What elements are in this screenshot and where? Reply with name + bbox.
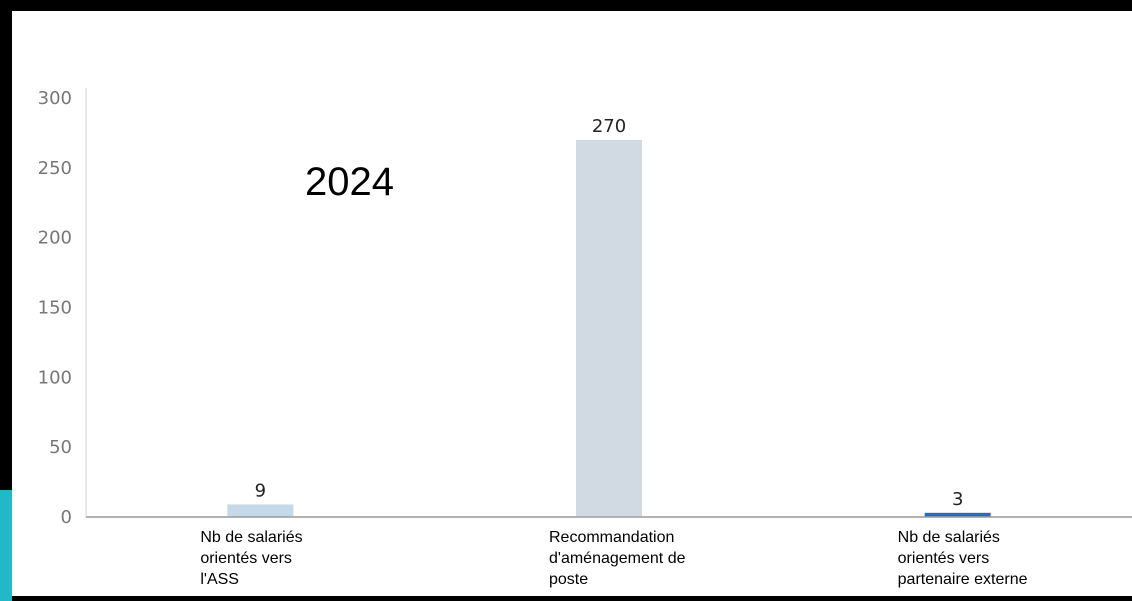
x-tick-label-line: orientés vers <box>200 550 292 567</box>
year-annotation: 2024 <box>305 160 394 204</box>
x-tick-label-line: Nb de salariés <box>898 529 1000 546</box>
y-axis: 0 50 100 150 200 250 300 <box>38 88 87 528</box>
chart-area: 0 50 100 150 200 250 300 9 270 3 Nb de salariés o… <box>12 11 1132 596</box>
x-axis: Nb de salariés orientés vers l'ASS Recomman… <box>86 516 1132 588</box>
data-label: 3 <box>952 489 963 510</box>
x-tick-label: Recommandation d'aménagement de poste <box>549 529 686 588</box>
y-tick-label: 100 <box>38 367 72 388</box>
side-accent <box>0 490 12 601</box>
x-tick-label-line: l'ASS <box>200 571 239 588</box>
x-tick-label-line: Recommandation <box>549 529 674 546</box>
y-tick-label: 50 <box>49 437 72 458</box>
y-tick-label: 250 <box>38 158 72 179</box>
x-tick-label-line: poste <box>549 571 588 588</box>
bars: 9 270 3 <box>227 116 991 517</box>
y-tick-label: 200 <box>38 228 72 249</box>
x-tick-label: Nb de salariés orientés vers partenaire ex… <box>898 529 1028 588</box>
x-tick-label: Nb de salariés orientés vers l'ASS <box>200 529 302 588</box>
y-tick-label: 300 <box>38 88 72 109</box>
x-tick-label-line: partenaire externe <box>898 571 1028 588</box>
bar <box>227 504 294 517</box>
y-tick-label: 0 <box>61 507 72 528</box>
x-tick-label-line: Nb de salariés <box>200 529 302 546</box>
bar-chart: 0 50 100 150 200 250 300 9 270 3 Nb de salariés o… <box>38 88 1132 588</box>
data-label: 270 <box>592 116 626 137</box>
y-tick-label: 150 <box>38 298 72 319</box>
data-label: 9 <box>255 480 266 501</box>
x-tick-label-line: orientés vers <box>898 550 990 567</box>
bar <box>924 512 991 517</box>
x-tick-label-line: d'aménagement de <box>549 550 686 567</box>
bar <box>576 139 642 517</box>
